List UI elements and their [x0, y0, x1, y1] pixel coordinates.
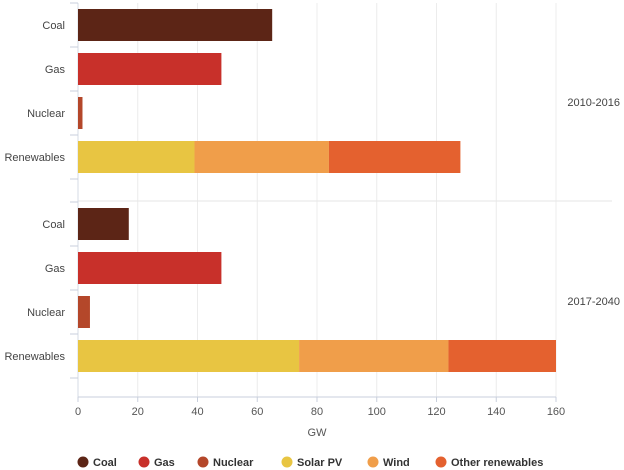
- category-label: Renewables: [4, 152, 65, 164]
- category-label: Coal: [42, 20, 65, 32]
- x-tick-label: 0: [75, 406, 81, 418]
- legend-label: Solar PV: [297, 457, 343, 469]
- legend-swatch: [77, 456, 89, 468]
- legend-swatch: [138, 456, 150, 468]
- bar-segment: [78, 296, 90, 328]
- bar-segment: [78, 340, 300, 372]
- x-tick-label: 40: [191, 406, 203, 418]
- legend-swatch: [435, 456, 447, 468]
- legend-swatch: [281, 456, 293, 468]
- category-label: Coal: [42, 219, 65, 231]
- legend-swatch: [197, 456, 209, 468]
- x-axis-title: GW: [308, 427, 328, 439]
- legend-label: Wind: [383, 457, 410, 469]
- x-tick-label: 160: [547, 406, 565, 418]
- period-label: 2017-2040: [567, 296, 620, 308]
- x-tick-label: 140: [487, 406, 505, 418]
- x-tick-label: 20: [132, 406, 144, 418]
- legend-label: Nuclear: [213, 457, 254, 469]
- bar-segment: [78, 208, 129, 240]
- x-tick-label: 80: [311, 406, 323, 418]
- bar-segment: [78, 53, 222, 85]
- category-label: Gas: [45, 263, 66, 275]
- x-tick-label: 60: [251, 406, 263, 418]
- category-label: Nuclear: [27, 108, 65, 120]
- legend-label: Coal: [93, 457, 117, 469]
- category-label: Nuclear: [27, 307, 65, 319]
- category-label: Gas: [45, 64, 66, 76]
- bar-segment: [78, 97, 83, 129]
- period-label: 2010-2016: [567, 97, 620, 109]
- bar-segment: [78, 141, 195, 173]
- legend-label: Gas: [154, 457, 175, 469]
- bar-segment: [448, 340, 556, 372]
- legend-label: Other renewables: [451, 457, 543, 469]
- bar-segment: [194, 141, 329, 173]
- legend-swatch: [367, 456, 379, 468]
- category-label: Renewables: [4, 351, 65, 363]
- x-tick-label: 100: [368, 406, 386, 418]
- bar-segment: [78, 252, 222, 284]
- bar-segment: [328, 141, 461, 173]
- x-tick-label: 120: [427, 406, 445, 418]
- bar-segment: [299, 340, 449, 372]
- bar-segment: [78, 9, 273, 41]
